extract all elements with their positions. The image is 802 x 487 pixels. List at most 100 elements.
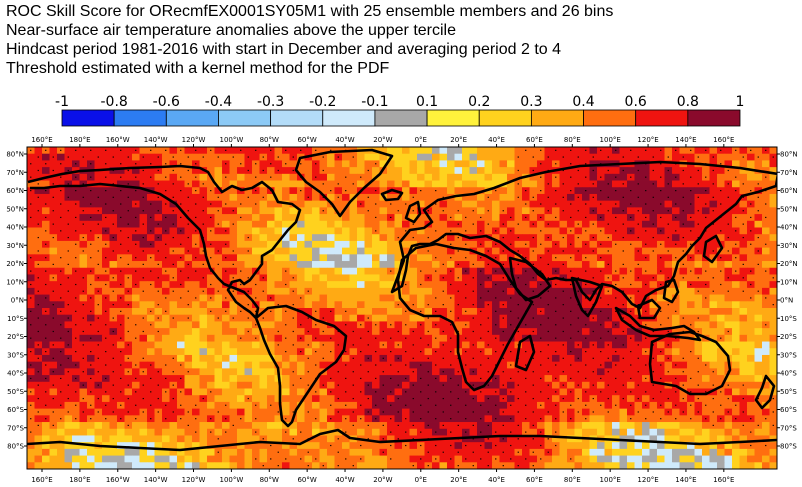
bottom-lon-label: 160°E bbox=[31, 476, 52, 484]
legend-label: 0.6 bbox=[625, 94, 647, 110]
legend-swatch bbox=[426, 109, 480, 127]
top-lon-label: 120°E bbox=[637, 136, 658, 144]
coastline-japan bbox=[702, 234, 724, 264]
legend-label: -0.3 bbox=[257, 94, 284, 110]
top-lon-label: 160°E bbox=[31, 136, 52, 144]
bottom-lon-label: 120°E bbox=[637, 476, 658, 484]
right-lat-label: 60°N bbox=[780, 187, 798, 195]
coastline-borneo bbox=[636, 298, 662, 320]
top-lon-label: 160°E bbox=[713, 136, 734, 144]
legend-swatch bbox=[478, 109, 532, 127]
bottom-lon-label: 80°W bbox=[260, 476, 279, 484]
top-longitude-labels: 160°E 180°E 160°W 140°W 120°W 100°W 80°W 60°W 40… bbox=[31, 136, 734, 144]
coastline-north-america bbox=[27, 164, 302, 320]
left-lat-label: 30°S bbox=[7, 351, 24, 359]
legend-label: -0.4 bbox=[205, 94, 232, 110]
left-lat-label: 60°S bbox=[7, 406, 24, 414]
right-lat-label: 20°N bbox=[780, 260, 798, 268]
left-lat-label: 10°N bbox=[6, 278, 24, 286]
bottom-lon-label: 40°W bbox=[335, 476, 354, 484]
left-lat-label: 40°N bbox=[6, 224, 24, 232]
bottom-lon-label: 180°E bbox=[69, 476, 90, 484]
left-lat-label: 40°S bbox=[7, 370, 24, 378]
right-lat-label: 20°S bbox=[780, 333, 797, 341]
coastline-britain bbox=[404, 200, 422, 224]
color-legend: -1 -0.8 -0.6 -0.4 -0.3 -0.2 -0.1 0.1 0.2 0.3 0.4 0.… bbox=[55, 94, 745, 127]
legend-swatch bbox=[322, 109, 376, 127]
left-lat-label: 70°S bbox=[7, 424, 24, 432]
coastline-philippines bbox=[662, 278, 680, 304]
left-lat-label: 50°N bbox=[6, 205, 24, 213]
left-lat-label: 20°N bbox=[6, 260, 24, 268]
left-lat-label: 50°S bbox=[7, 388, 24, 396]
right-lat-label: 30°S bbox=[780, 351, 797, 359]
legend-label: 1 bbox=[736, 94, 745, 110]
bottom-lon-label: 20°W bbox=[373, 476, 392, 484]
top-lon-label: 100°W bbox=[219, 136, 243, 144]
coastline-australia bbox=[648, 330, 732, 396]
legend-label: 0.8 bbox=[677, 94, 699, 110]
top-lon-label: 80°W bbox=[260, 136, 279, 144]
top-lon-label: 160°W bbox=[106, 136, 130, 144]
legend-label: -1 bbox=[55, 94, 69, 110]
top-lon-label: 20°W bbox=[373, 136, 392, 144]
top-lon-label: 80°E bbox=[564, 136, 581, 144]
legend-swatch bbox=[113, 109, 167, 127]
coastline-indonesia bbox=[614, 306, 702, 342]
left-lat-label: 20°S bbox=[7, 333, 24, 341]
right-lat-label: 40°S bbox=[780, 370, 797, 378]
left-lat-label: 80°S bbox=[7, 443, 24, 451]
coastline-iceland bbox=[380, 188, 404, 202]
top-lon-label: 140°E bbox=[675, 136, 696, 144]
legend-swatch bbox=[270, 109, 324, 127]
coastline-madagascar bbox=[514, 334, 536, 372]
top-lon-label: 60°W bbox=[297, 136, 316, 144]
legend-label: 0.2 bbox=[468, 94, 490, 110]
legend-label: 0.4 bbox=[572, 94, 594, 110]
title-line-2: Near-surface air temperature anomalies a… bbox=[6, 22, 457, 39]
right-lat-label: 80°N bbox=[780, 151, 798, 159]
legend-swatch bbox=[165, 109, 219, 127]
coastline-arabia bbox=[508, 256, 552, 302]
bottom-lon-label: 100°W bbox=[219, 476, 243, 484]
legend-swatch bbox=[530, 109, 584, 127]
title-line-1: ROC Skill Score for ORecmfEX0001SY05M1 w… bbox=[6, 3, 614, 20]
right-lat-label: 10°N bbox=[780, 278, 798, 286]
legend-swatch bbox=[218, 109, 272, 127]
left-lat-label: 80°N bbox=[6, 151, 24, 159]
significance-dots bbox=[30, 149, 774, 467]
right-lat-label: 50°S bbox=[780, 388, 797, 396]
title-block: ROC Skill Score for ORecmfEX0001SY05M1 w… bbox=[6, 2, 613, 78]
top-lon-label: 0°E bbox=[415, 136, 427, 144]
bottom-lon-label: 100°E bbox=[600, 476, 621, 484]
top-lon-label: 20°E bbox=[450, 136, 467, 144]
right-lat-label: 70°N bbox=[780, 169, 798, 177]
bottom-lon-label: 20°E bbox=[450, 476, 467, 484]
coastlines bbox=[27, 148, 777, 452]
bottom-lon-label: 120°W bbox=[182, 476, 206, 484]
skill-score-map: 160°E 180°E 160°W 140°W 120°W 100°W 80°W 60°W 40… bbox=[6, 136, 798, 484]
bottom-lon-label: 140°E bbox=[675, 476, 696, 484]
bottom-lon-label: 160°E bbox=[713, 476, 734, 484]
left-lat-label: 30°N bbox=[6, 242, 24, 250]
right-latitude-labels: 80°N 70°N 60°N 50°N 40°N 30°N 20°N 10°N 0°N 10°S 2… bbox=[780, 151, 798, 451]
legend-swatch bbox=[635, 109, 689, 127]
legend-swatch bbox=[583, 109, 637, 127]
top-lon-label: 180°E bbox=[69, 136, 90, 144]
coastline-south-america bbox=[254, 304, 348, 428]
left-lat-label: 0°N bbox=[11, 297, 24, 305]
map-frame bbox=[26, 146, 778, 470]
top-lon-label: 100°E bbox=[600, 136, 621, 144]
bottom-lon-label: 60°W bbox=[297, 476, 316, 484]
coastline-new-zealand bbox=[754, 374, 776, 410]
right-lat-label: 10°S bbox=[780, 315, 797, 323]
right-lat-label: 0°N bbox=[780, 297, 793, 305]
left-lat-label: 10°S bbox=[7, 315, 24, 323]
bottom-lon-label: 80°E bbox=[564, 476, 581, 484]
top-lon-label: 60°E bbox=[526, 136, 543, 144]
coastline-india bbox=[570, 276, 604, 318]
legend-swatch bbox=[61, 109, 115, 127]
title-line-3: Hindcast period 1981-2016 with start in … bbox=[6, 41, 561, 58]
bottom-longitude-labels: 160°E 180°E 160°W 140°W 120°W 100°W 80°W 60°W 40… bbox=[31, 476, 734, 484]
right-lat-label: 40°N bbox=[780, 224, 798, 232]
